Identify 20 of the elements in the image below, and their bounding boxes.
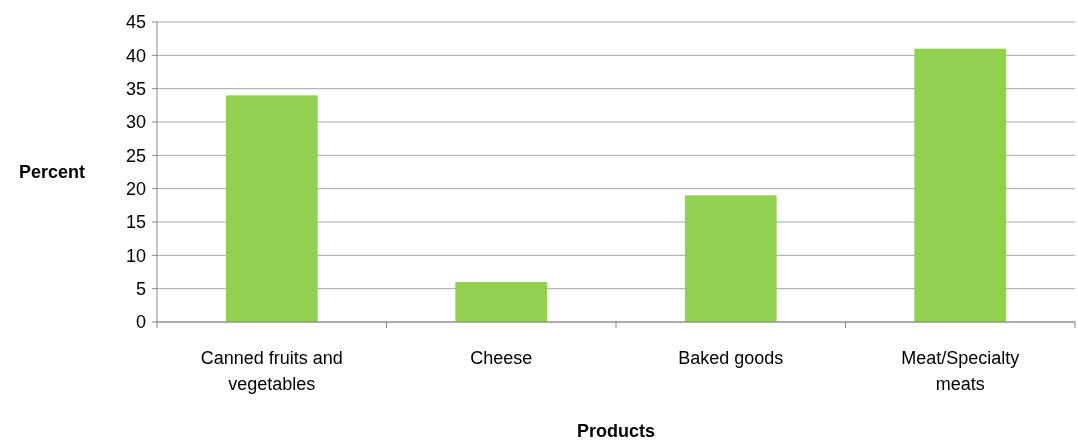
x-axis-title: Products xyxy=(576,421,656,441)
x-tick-label: Baked goods xyxy=(678,348,784,368)
y-axis-title: Percent xyxy=(18,162,86,183)
y-tick-label: 10 xyxy=(125,245,146,266)
y-tick-label: 35 xyxy=(125,78,146,99)
y-tick-label: 20 xyxy=(125,178,146,199)
y-tick-label: 30 xyxy=(125,112,146,133)
y-tick-label: 0 xyxy=(135,312,146,333)
bar xyxy=(914,48,1007,322)
y-tick-label: 5 xyxy=(135,278,146,299)
bar xyxy=(455,282,548,322)
x-tick-label: Cheese xyxy=(470,348,533,368)
x-tick-label: Canned fruits and vegetables xyxy=(200,348,343,394)
y-tick-label: 15 xyxy=(125,212,146,233)
bar xyxy=(225,95,318,322)
bar xyxy=(684,195,777,322)
y-tick-label: 40 xyxy=(125,45,146,66)
x-tick-label: Meat/Specialty meats xyxy=(901,348,1020,394)
y-tick-label: 25 xyxy=(125,145,146,166)
y-tick-label: 45 xyxy=(125,12,146,33)
